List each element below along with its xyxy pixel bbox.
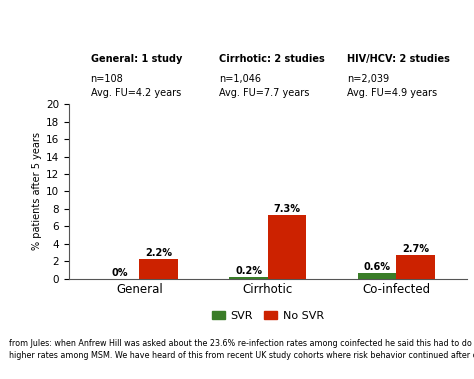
Text: Cirrhotic: 2 studies: Cirrhotic: 2 studies <box>219 54 325 64</box>
Text: 7.3%: 7.3% <box>273 204 301 214</box>
Text: 0%: 0% <box>112 268 128 277</box>
Bar <box>358 273 396 279</box>
Bar <box>229 277 268 279</box>
Text: HIV/HCV: 2 studies: HIV/HCV: 2 studies <box>347 54 450 64</box>
Text: 2.7%: 2.7% <box>402 244 429 254</box>
Bar <box>268 215 306 279</box>
Text: from Jules: when Anfrew Hill was asked about the 23.6% re-infection rates among : from Jules: when Anfrew Hill was asked a… <box>9 339 474 360</box>
Text: n=2,039
Avg. FU=4.9 years: n=2,039 Avg. FU=4.9 years <box>347 74 438 98</box>
Bar <box>139 259 178 279</box>
Bar <box>396 255 435 279</box>
Text: 0.6%: 0.6% <box>364 262 391 272</box>
Text: 2.2%: 2.2% <box>145 248 172 258</box>
Y-axis label: % patients after 5 years: % patients after 5 years <box>32 132 42 251</box>
Text: n=1,046
Avg. FU=7.7 years: n=1,046 Avg. FU=7.7 years <box>219 74 310 98</box>
Legend: SVR, No SVR: SVR, No SVR <box>207 307 328 325</box>
Text: General: 1 study: General: 1 study <box>91 54 182 64</box>
Text: 5-year risk of liver transplant by SVR: 5-year risk of liver transplant by SVR <box>12 18 359 36</box>
Text: n=108
Avg. FU=4.2 years: n=108 Avg. FU=4.2 years <box>91 74 181 98</box>
Text: 0.2%: 0.2% <box>235 266 262 276</box>
